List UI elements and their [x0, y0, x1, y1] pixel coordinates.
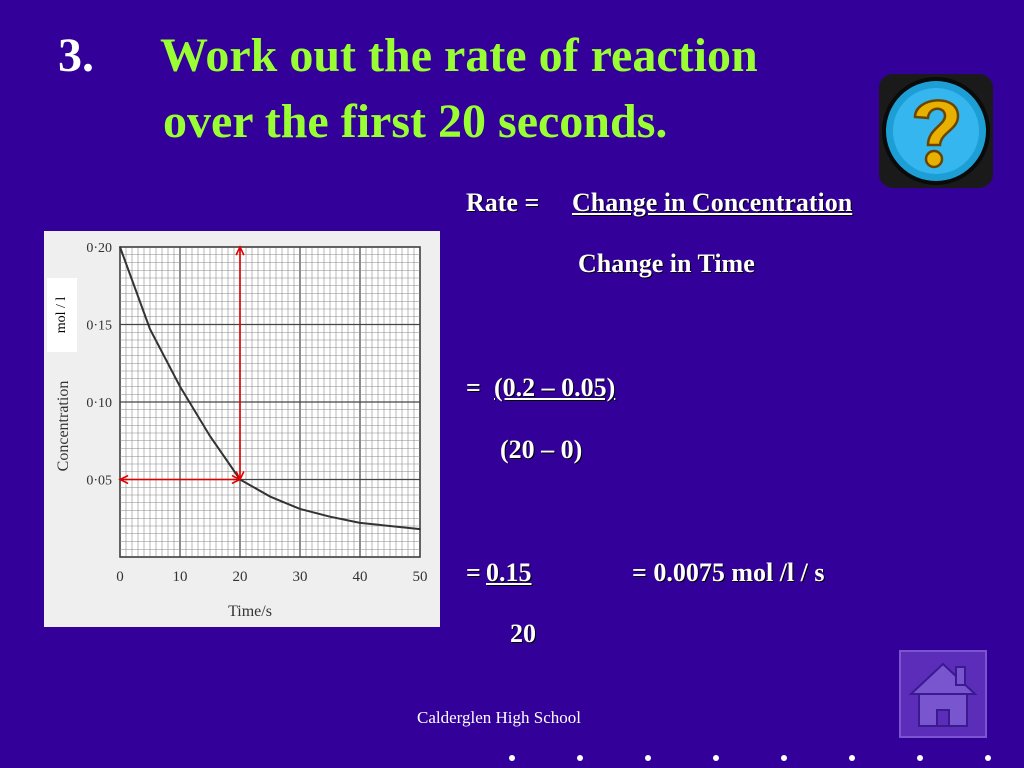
step1-denominator: (20 – 0) — [500, 435, 583, 464]
decorative-dot — [781, 755, 787, 761]
data-point — [179, 385, 181, 388]
y-tick-label: 0·10 — [86, 396, 112, 411]
data-point — [299, 508, 301, 510]
data-point — [149, 328, 151, 330]
y-tick-label: 0·05 — [86, 474, 112, 489]
chart-svg: 0·20 0·15 0·10 0·05 0 10 20 30 40 50 Time/s Concent… — [55, 241, 428, 620]
data-point — [209, 435, 211, 437]
x-tick-label: 40 — [353, 569, 368, 585]
home-button[interactable] — [899, 650, 987, 738]
step2-denominator: 20 — [510, 619, 536, 648]
y-tick-label: 0·20 — [86, 241, 112, 256]
step2-prefix: = — [466, 558, 481, 587]
x-tick-label: 50 — [413, 569, 428, 585]
data-point — [269, 495, 271, 498]
x-tick-label: 10 — [173, 569, 188, 585]
page-title-line-1: Work out the rate of reaction — [160, 29, 758, 82]
arrowhead — [231, 474, 242, 485]
step2-numerator: 0.15 — [486, 558, 532, 587]
data-point — [119, 246, 121, 248]
data-point — [419, 528, 421, 530]
decorative-dot — [509, 755, 515, 761]
data-point — [359, 522, 361, 524]
decorative-dot — [577, 755, 583, 761]
data-point — [389, 525, 391, 527]
decorative-dot — [645, 755, 651, 761]
decorative-dot — [917, 755, 923, 761]
y-axis-label: Concentration — [55, 381, 72, 472]
step1-numerator: (0.2 – 0.05) — [494, 373, 616, 402]
rate-numerator: Change in Concentration — [572, 188, 853, 217]
question-icon — [879, 74, 993, 188]
help-button[interactable] — [876, 71, 996, 191]
data-point — [329, 515, 331, 518]
home-icon — [899, 650, 987, 738]
rate-denominator: Change in Time — [578, 249, 755, 278]
decorative-dot — [985, 755, 991, 761]
footer-school-name: Calderglen High School — [417, 708, 581, 727]
unit-label: mol / l — [47, 278, 77, 352]
page-title-line-2: over the first 20 seconds. — [163, 95, 668, 148]
x-axis-label: Time/s — [228, 603, 272, 620]
y-tick-label: 0·15 — [86, 319, 112, 334]
question-number: 3. — [58, 29, 94, 82]
arrowhead — [118, 474, 129, 485]
x-tick-label: 0 — [116, 569, 124, 585]
decorative-dot — [713, 755, 719, 761]
arrowhead — [235, 245, 245, 256]
decorative-dot — [849, 755, 855, 761]
unit-label-text: mol / l — [54, 296, 69, 334]
x-tick-label: 30 — [293, 569, 308, 585]
step1-prefix: = — [466, 373, 481, 402]
concentration-time-graph: 0·20 0·15 0·10 0·05 0 10 20 30 40 50 Time/s Concent… — [44, 231, 440, 627]
x-tick-label: 20 — [233, 569, 248, 585]
rate-prefix: Rate = — [466, 188, 540, 217]
final-result: = 0.0075 mol /l / s — [632, 558, 825, 587]
